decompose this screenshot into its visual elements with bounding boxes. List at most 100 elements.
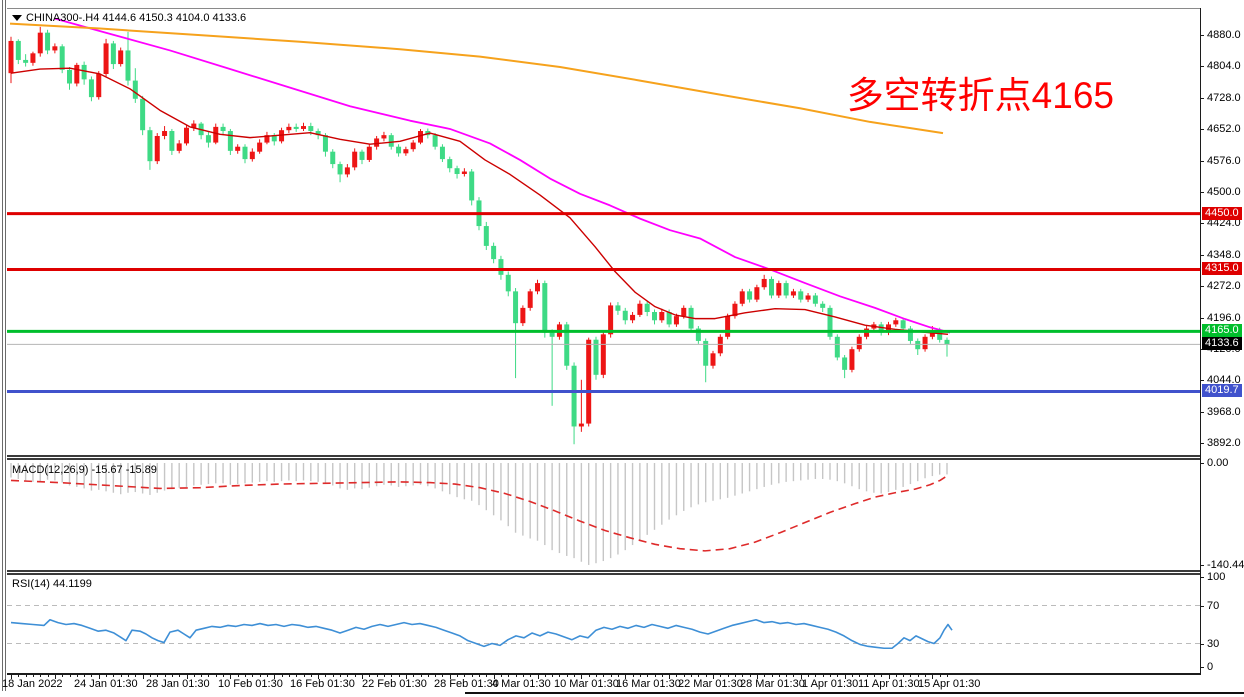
time-axis-label: 10 Mar 01:30	[554, 678, 619, 690]
time-tick	[808, 675, 810, 677]
time-tick	[427, 675, 429, 677]
time-tick	[135, 675, 137, 677]
symbol-period-label: CHINA300-.H4	[26, 12, 100, 24]
time-tick	[164, 675, 166, 677]
time-tick	[654, 675, 656, 677]
time-tick	[925, 675, 927, 677]
time-tick	[566, 675, 568, 677]
time-tick	[303, 675, 305, 677]
axis-tick	[1200, 192, 1204, 193]
time-tick	[749, 675, 751, 677]
time-tick	[639, 675, 641, 677]
time-tick	[479, 675, 480, 677]
time-tick	[186, 675, 188, 679]
time-tick	[435, 675, 437, 677]
time-tick	[947, 675, 948, 677]
time-axis-label: 18 Jan 2022	[2, 678, 63, 690]
time-tick	[574, 675, 576, 677]
price-axis-label: 4272.0	[1207, 280, 1241, 293]
time-tick	[193, 675, 195, 677]
time-tick	[544, 675, 546, 677]
time-tick	[500, 675, 502, 677]
time-tick	[84, 675, 86, 677]
time-tick	[859, 675, 861, 677]
time-tick	[844, 675, 846, 679]
rsi-label: RSI(14) 44.1199	[12, 578, 92, 590]
time-tick	[713, 675, 714, 679]
time-tick	[559, 675, 561, 677]
time-tick	[62, 675, 64, 677]
chart-scroll-indicator[interactable]	[465, 692, 1244, 694]
time-tick	[815, 675, 817, 677]
time-tick	[215, 675, 217, 677]
time-tick	[881, 675, 883, 677]
time-tick	[128, 675, 129, 677]
macd-chart[interactable]	[7, 461, 1200, 570]
time-tick	[91, 675, 93, 677]
chart-title: CHINA300-.H4 4144.6 4150.3 4104.0 4133.6	[12, 12, 246, 24]
time-tick	[281, 675, 283, 677]
axis-tick	[1200, 577, 1204, 578]
time-tick	[208, 675, 210, 677]
time-tick	[347, 675, 349, 677]
time-axis-label: 10 Feb 01:30	[218, 678, 283, 690]
axis-tick	[1200, 605, 1204, 607]
time-tick	[669, 675, 671, 679]
time-tick	[493, 675, 495, 679]
price-axis-label: 4348.0	[1207, 248, 1241, 261]
time-tick	[932, 675, 934, 679]
price-axis-label: 4804.0	[1207, 60, 1241, 73]
time-tick	[179, 675, 181, 677]
price-axis-label: 3968.0	[1207, 405, 1241, 418]
time-tick	[822, 675, 824, 677]
axis-tick	[1200, 34, 1204, 36]
time-tick	[734, 675, 736, 677]
symbol-dropdown-icon[interactable]	[12, 15, 22, 22]
time-axis[interactable]: 18 Jan 2022 24 Jan 01:30 28 Jan 01:30 10 Fe…	[0, 675, 1244, 693]
time-tick	[310, 675, 312, 677]
time-tick	[288, 675, 290, 677]
time-tick	[903, 675, 905, 677]
time-tick	[552, 675, 554, 677]
macd-signal-line	[10, 474, 949, 552]
time-tick	[252, 675, 254, 677]
window-left-edge-inner	[5, 0, 6, 691]
axis-tick	[1200, 667, 1204, 668]
panel-divider[interactable]	[7, 455, 1200, 460]
ma-mid-magenta	[54, 17, 951, 334]
pivot-annotation-text[interactable]: 多空转折点4165	[846, 75, 1114, 116]
time-tick	[464, 675, 466, 677]
time-tick	[69, 675, 71, 677]
time-tick	[771, 675, 773, 677]
time-axis-label: 11 Apr 01:30	[858, 678, 920, 690]
ma-slow-orange	[9, 22, 944, 135]
time-tick	[113, 675, 115, 677]
time-tick	[515, 675, 517, 677]
ma-fast-red	[10, 67, 949, 336]
rsi-line	[10, 618, 953, 650]
time-tick	[895, 675, 897, 677]
time-tick	[106, 675, 108, 677]
time-tick	[32, 675, 34, 677]
time-tick	[596, 675, 597, 677]
price-axis[interactable]: 4880.0 4804.0 4728.0 4652.0 4576.0 4500.0 4424…	[1200, 0, 1244, 697]
price-chart-panel[interactable]: CHINA300-.H4 4144.6 4150.3 4104.0 4133.6…	[7, 8, 1200, 456]
time-tick	[171, 675, 173, 677]
macd-indicator-panel[interactable]: MACD(12,26,9) -15.67 -15.89	[7, 461, 1200, 570]
time-tick	[676, 675, 678, 677]
time-tick	[98, 675, 100, 679]
rsi-chart[interactable]	[7, 575, 1200, 672]
time-tick	[522, 675, 524, 677]
candlestick-chart[interactable]	[7, 9, 1200, 456]
time-tick	[76, 675, 78, 677]
panel-divider[interactable]	[7, 570, 1200, 575]
ohlc-values: 4144.6 4150.3 4104.0 4133.6	[102, 12, 247, 24]
time-tick	[683, 675, 685, 677]
time-tick	[391, 675, 393, 677]
time-tick	[873, 675, 875, 677]
time-tick	[486, 675, 488, 677]
axis-tick	[1200, 129, 1204, 131]
rsi-indicator-panel[interactable]: RSI(14) 44.1199	[7, 575, 1200, 672]
price-axis-label: 4652.0	[1207, 123, 1241, 136]
